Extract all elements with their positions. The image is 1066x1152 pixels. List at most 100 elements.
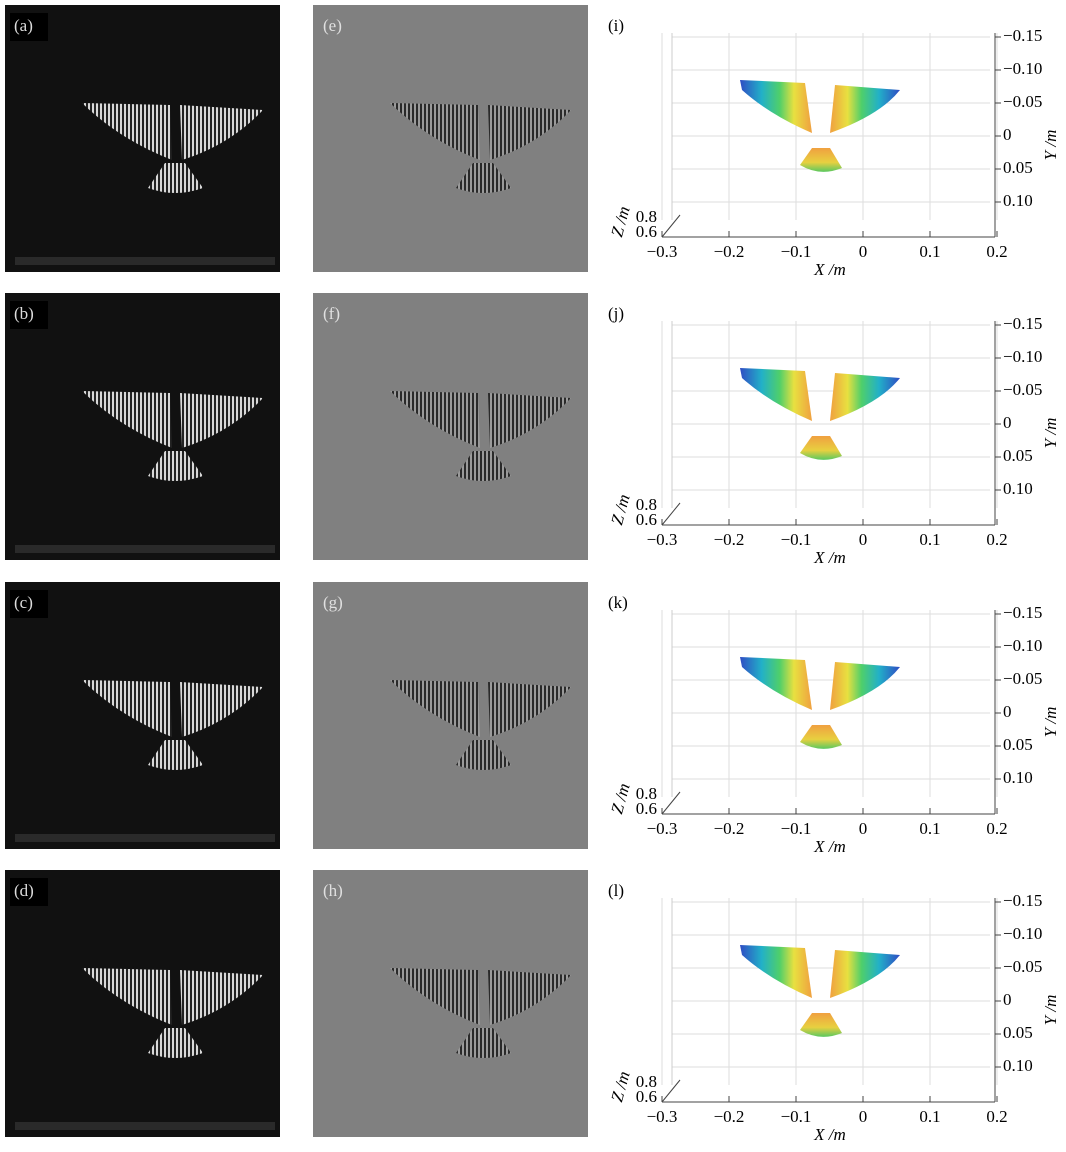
x-tick-label: 0.1 [919,819,940,838]
surface-right-wing [830,950,900,998]
x-tick-label: −0.1 [781,530,812,549]
x-tick-label: −0.1 [781,1107,812,1126]
y-tick-label: 0.05 [1003,446,1033,465]
surface-right-wing [830,373,900,421]
plot-label: (j) [608,304,624,323]
x-tick-label: −0.2 [714,242,745,261]
z-axis-line [662,792,680,814]
y-tick-label: 0.10 [1003,479,1033,498]
plot-label: (i) [608,16,624,35]
x-tick-label: 0 [859,530,868,549]
x-tick-label: 0.1 [919,1107,940,1126]
x-tick-label: −0.3 [647,819,678,838]
page: {"photos": [{"label": "(a)"}, {"label": … [0,0,1066,1152]
photo-panel: (c) [5,582,280,849]
fringe-panel: (f) [313,293,588,560]
x-tick-label: 0.2 [986,530,1007,549]
y-tick-label: 0.10 [1003,191,1033,210]
y-tick-label: 0 [1003,413,1012,432]
x-tick-label: −0.3 [647,242,678,261]
surface-left-wing [740,368,812,421]
fringe-label: (f) [323,304,340,323]
x-axis-label: X /m [813,260,846,279]
x-tick-label: 0.1 [919,530,940,549]
fringe-label: (g) [323,593,343,612]
y-axis-label: Y /m [1041,418,1060,449]
x-tick-label: −0.1 [781,819,812,838]
x-tick-label: 0.1 [919,242,940,261]
z-tick-label: 0.6 [636,222,657,241]
x-tick-label: −0.2 [714,819,745,838]
y-tick-label: −0.15 [1003,314,1042,333]
z-tick-label: 0.6 [636,510,657,529]
fringe-panel: (g) [313,582,588,849]
y-tick-label: 0 [1003,125,1012,144]
photo-floor [15,545,275,553]
z-axis-label: Z /m [607,204,633,239]
photo-panel: (a) [5,5,280,272]
y-tick-label: −0.10 [1003,59,1042,78]
x-tick-label: 0.2 [986,819,1007,838]
x-tick-label: 0 [859,242,868,261]
x-tick-label: −0.2 [714,1107,745,1126]
z-axis-line [662,215,680,237]
y-tick-label: −0.10 [1003,636,1042,655]
x-tick-label: −0.2 [714,530,745,549]
figure: (a)(e)(i)−0.3−0.2−0.100.10.2−0.15−0.10−0… [0,0,1066,1152]
y-tick-label: 0 [1003,702,1012,721]
surface-tail [800,1013,842,1037]
3d-plot: (l)−0.3−0.2−0.100.10.2−0.15−0.10−0.0500.… [607,881,1060,1144]
photo-panel: (d) [5,870,280,1137]
x-tick-label: 0.2 [986,1107,1007,1126]
z-axis-label: Z /m [607,781,633,816]
fringe-label: (h) [323,881,343,900]
surface-right-wing [830,85,900,133]
y-tick-label: −0.15 [1003,603,1042,622]
photo-label: (d) [14,881,34,900]
y-axis-label: Y /m [1041,995,1060,1026]
plot-label: (l) [608,881,624,900]
photo-floor [15,257,275,265]
z-axis-label: Z /m [607,492,633,527]
surface-tail [800,436,842,460]
y-axis-label: Y /m [1041,130,1060,161]
x-axis-label: X /m [813,1125,846,1144]
surface-left-wing [740,80,812,133]
y-tick-label: −0.05 [1003,669,1042,688]
x-axis-label: X /m [813,548,846,567]
surface-tail [800,148,842,172]
photo-label: (a) [14,16,33,35]
y-tick-label: 0.05 [1003,1023,1033,1042]
y-tick-label: −0.05 [1003,957,1042,976]
surface-left-wing [740,945,812,998]
fringe-panel: (e) [313,5,588,272]
y-tick-label: −0.10 [1003,347,1042,366]
y-tick-label: −0.05 [1003,380,1042,399]
y-tick-label: 0.05 [1003,158,1033,177]
photo-label: (b) [14,304,34,323]
x-tick-label: −0.3 [647,1107,678,1126]
z-axis-line [662,1080,680,1102]
x-tick-label: 0.2 [986,242,1007,261]
z-tick-label: 0.6 [636,1087,657,1106]
x-tick-label: 0 [859,819,868,838]
y-tick-label: 0.10 [1003,768,1033,787]
y-tick-label: −0.15 [1003,891,1042,910]
x-axis-label: X /m [813,837,846,856]
y-tick-label: −0.10 [1003,924,1042,943]
surface-tail [800,725,842,749]
fringe-label: (e) [323,16,342,35]
y-tick-label: −0.15 [1003,26,1042,45]
z-axis-line [662,503,680,525]
photo-label: (c) [14,593,33,612]
fringe-panel: (h) [313,870,588,1137]
x-tick-label: −0.1 [781,242,812,261]
surface-left-wing [740,657,812,710]
z-axis-label: Z /m [607,1069,633,1104]
